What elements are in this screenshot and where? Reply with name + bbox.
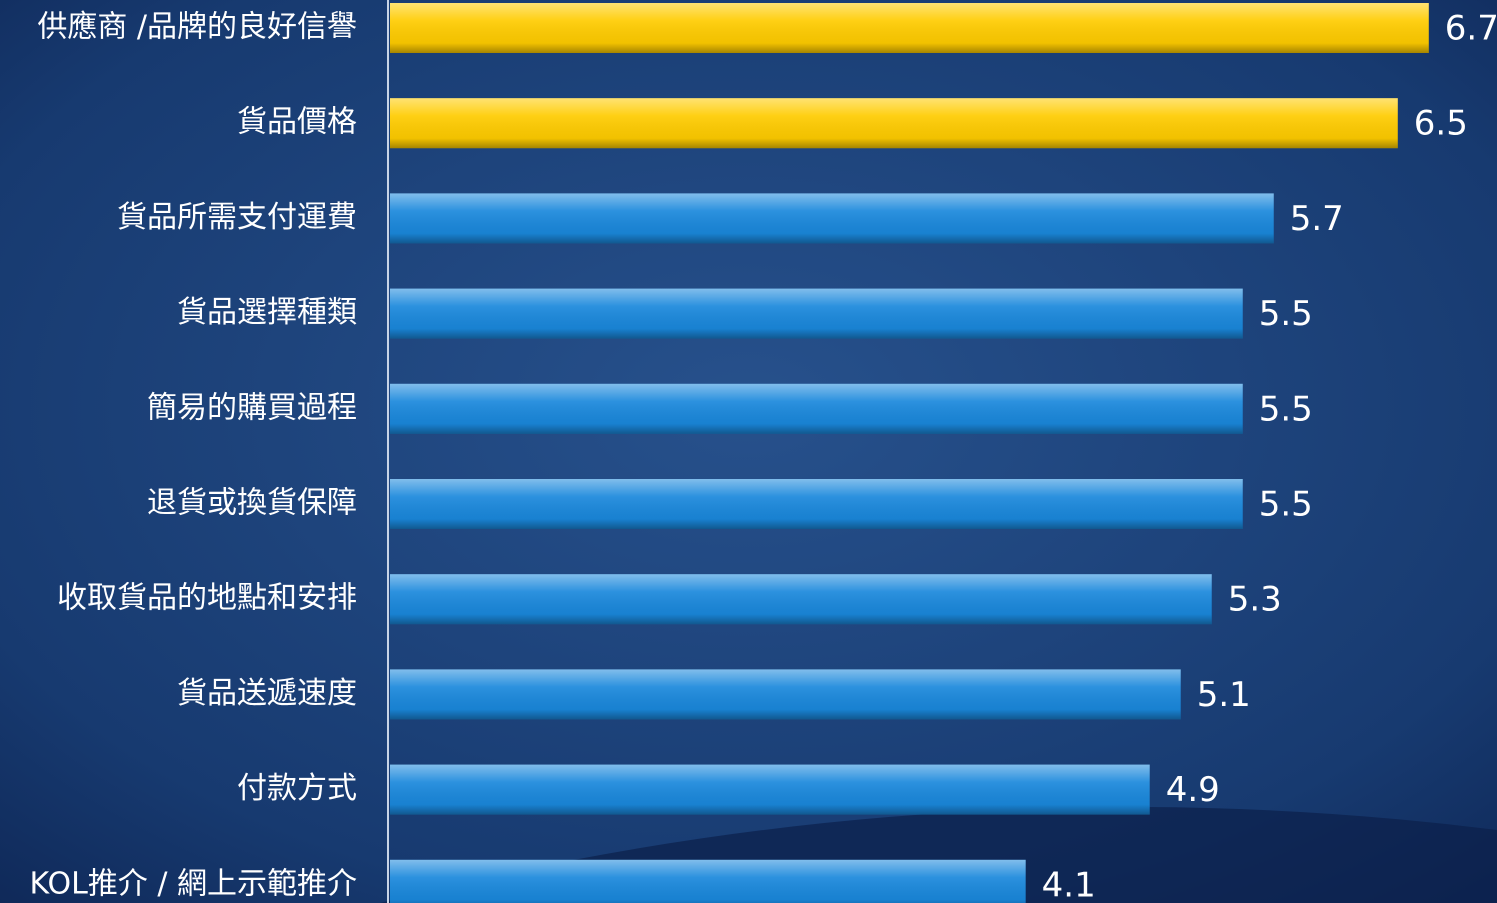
bar-shine [390, 288, 1243, 339]
bar-shine [390, 574, 1212, 625]
value-label: 5.5 [1259, 294, 1313, 334]
category-label: 簡易的購買過程 [147, 390, 357, 425]
category-label: 貨品價格 [237, 105, 357, 140]
bar-shine [390, 764, 1150, 815]
value-label: 5.1 [1197, 675, 1251, 715]
category-label: 貨品所需支付運費 [117, 200, 357, 235]
value-label: 5.5 [1259, 485, 1313, 525]
bar-shine [390, 383, 1243, 434]
category-label: 收取貨品的地點和安排 [57, 581, 357, 616]
value-label: 5.7 [1290, 199, 1344, 239]
category-label: KOL推介 / 網上示範推介 [29, 866, 357, 901]
bar-shine [390, 669, 1181, 720]
value-label: 6.7 [1445, 9, 1497, 49]
value-label: 4.1 [1042, 865, 1096, 903]
value-label: 5.5 [1259, 389, 1313, 429]
bar-shine [390, 859, 1026, 903]
bar-shine [390, 193, 1274, 244]
category-label: 付款方式 [237, 771, 357, 806]
value-label: 5.3 [1228, 580, 1282, 620]
value-label: 4.9 [1166, 770, 1220, 810]
bar-shine [390, 479, 1243, 529]
bar-shine [390, 3, 1429, 53]
category-label: 貨品送遞速度 [177, 676, 357, 711]
value-label: 6.5 [1414, 104, 1468, 144]
category-label: 退貨或換貨保障 [147, 486, 357, 521]
bar-shine [390, 98, 1398, 149]
category-label: 貨品選擇種類 [177, 295, 357, 330]
category-label: 供應商 /品牌的良好信譽 [37, 10, 357, 45]
